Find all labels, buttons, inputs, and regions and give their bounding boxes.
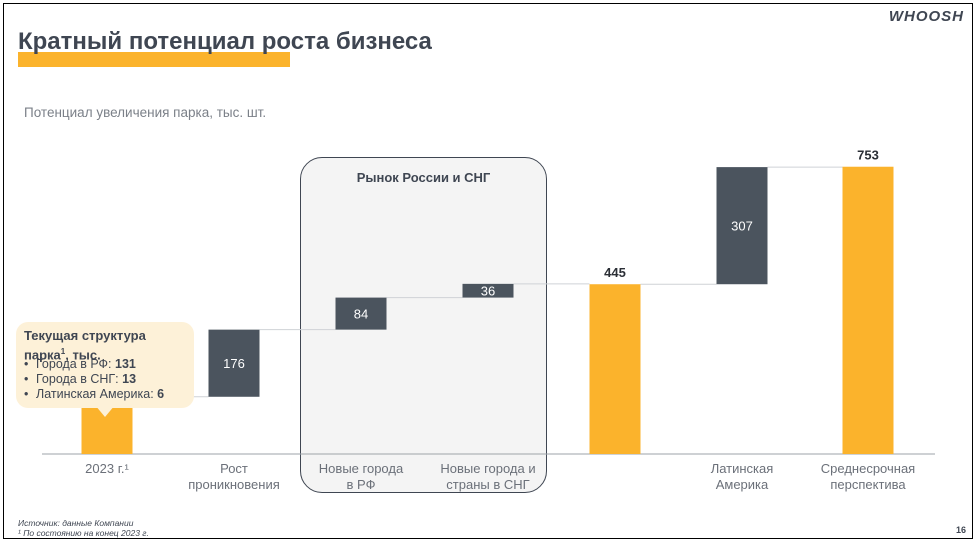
category-label: Рост	[220, 461, 248, 476]
callout-title-line1: Текущая структура	[24, 328, 146, 343]
callout-item-label: Латинская Америка:	[36, 387, 158, 401]
category-label: перспектива	[830, 477, 906, 492]
callout-title-sup: 1	[60, 347, 66, 356]
bar-value-label: 307	[731, 219, 753, 234]
category-label: в РФ	[347, 477, 376, 492]
increment-bar	[208, 329, 260, 397]
category-label: страны в СНГ	[446, 477, 529, 492]
category-label: Среднесрочная	[821, 461, 915, 476]
category-label: Новые города и	[440, 461, 535, 476]
callout-item-value: 13	[122, 372, 137, 386]
source-note: Источник: данные Компании	[18, 518, 134, 528]
bar-value-label: 445	[604, 265, 626, 280]
category-label: 2023 г.¹	[85, 461, 129, 476]
callout-item: Города в СНГ: 13	[24, 372, 164, 387]
title-underline	[18, 52, 290, 67]
category-label: проникновения	[188, 477, 280, 492]
increment-bar	[462, 283, 514, 298]
region-group-label: Рынок России и СНГ	[356, 170, 491, 185]
category-label: Новые города	[319, 461, 404, 476]
bar-value-label: 84	[354, 307, 368, 322]
callout-item: Латинская Америка: 6	[24, 387, 164, 402]
page-title: Кратный потенциал роста бизнеса	[18, 28, 432, 55]
callout-list: Города в РФ: 131 Города в СНГ: 13 Латинс…	[24, 357, 164, 402]
increment-bar	[335, 297, 387, 330]
chart-subtitle: Потенциал увеличения парка, тыс. шт.	[24, 105, 267, 120]
company-logo: WHOOSH	[888, 8, 964, 25]
page-number: 16	[955, 525, 966, 535]
bar-value-label: 753	[857, 148, 879, 163]
footnote: Источник: данные Компании ¹ По состоянию…	[18, 518, 149, 538]
bar-value-label: 176	[223, 356, 245, 371]
callout-item-value: 6	[157, 387, 165, 401]
callout-item: Города в РФ: 131	[24, 357, 164, 372]
callout-item-label: Города в СНГ:	[36, 372, 123, 386]
category-label: Америка	[716, 477, 769, 492]
bar-value-label: 36	[481, 284, 495, 299]
callout-tail	[95, 405, 115, 417]
total-bar	[589, 284, 641, 454]
total-bar	[842, 166, 894, 454]
category-label: Латинская	[711, 461, 774, 476]
date-note: ¹ По состоянию на конец 2023 г.	[18, 528, 149, 538]
callout-item-value: 131	[115, 357, 136, 371]
callout-item-label: Города в РФ:	[36, 357, 115, 371]
increment-bar	[716, 167, 768, 285]
